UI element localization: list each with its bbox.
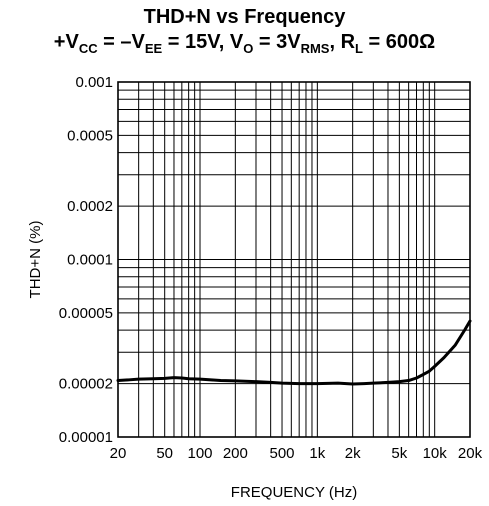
y-tick-label: 0.00001 xyxy=(59,429,113,446)
plot-frame xyxy=(117,81,471,438)
x-tick-label: 50 xyxy=(156,445,173,462)
x-axis-label: FREQUENCY (Hz) xyxy=(231,484,357,501)
y-tick-label: 0.0005 xyxy=(67,127,113,144)
y-tick-label: 0.0002 xyxy=(67,198,113,215)
x-tick-label: 1k xyxy=(309,445,325,462)
x-tick-label: 20 xyxy=(110,445,127,462)
chart-title: THD+N vs Frequency xyxy=(143,6,346,28)
y-axis-label: THD+N (%) xyxy=(27,221,44,299)
subtitle-part: = 15V, V xyxy=(162,31,244,53)
x-tick-label: 20k xyxy=(458,445,483,462)
x-tick-label: 5k xyxy=(391,445,407,462)
subtitle-part: +V xyxy=(53,31,79,53)
y-tick-label: 0.0001 xyxy=(67,252,113,269)
y-tick-label: 0.001 xyxy=(75,74,113,91)
subtitle-part: , R xyxy=(329,31,356,53)
subtitle-part: = 3V xyxy=(253,31,301,53)
x-tick-label: 10k xyxy=(423,445,448,462)
subtitle-sub: L xyxy=(355,41,363,56)
y-tick-label: 0.00005 xyxy=(59,305,113,322)
subtitle-part: = –V xyxy=(97,31,145,53)
y-tick-labels: 0.001 0.0005 0.0002 0.0001 0.00005 0.00002 0.0… xyxy=(59,74,113,446)
y-tick-label: 0.00002 xyxy=(59,376,113,393)
subtitle-sub: RMS xyxy=(300,41,330,56)
subtitle-part: = 600Ω xyxy=(363,31,436,53)
x-tick-label: 500 xyxy=(270,445,295,462)
x-tick-label: 100 xyxy=(187,445,212,462)
x-tick-label: 200 xyxy=(223,445,248,462)
x-tick-label: 2k xyxy=(345,445,361,462)
subtitle-sub: O xyxy=(243,41,254,56)
chart-subtitle: +VCC = –VEE = 15V, VO = 3VRMS, RL = 600Ω xyxy=(0,31,489,56)
subtitle-sub: EE xyxy=(144,41,163,56)
series-line xyxy=(116,319,472,386)
x-tick-labels: 20 50 100 200 500 1k 2k 5k 10k 20k xyxy=(110,445,483,462)
subtitle-sub: CC xyxy=(78,41,98,56)
